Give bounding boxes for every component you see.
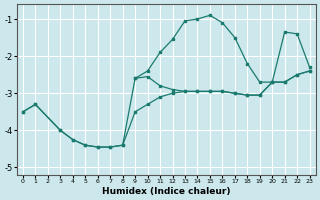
X-axis label: Humidex (Indice chaleur): Humidex (Indice chaleur) [102, 187, 230, 196]
